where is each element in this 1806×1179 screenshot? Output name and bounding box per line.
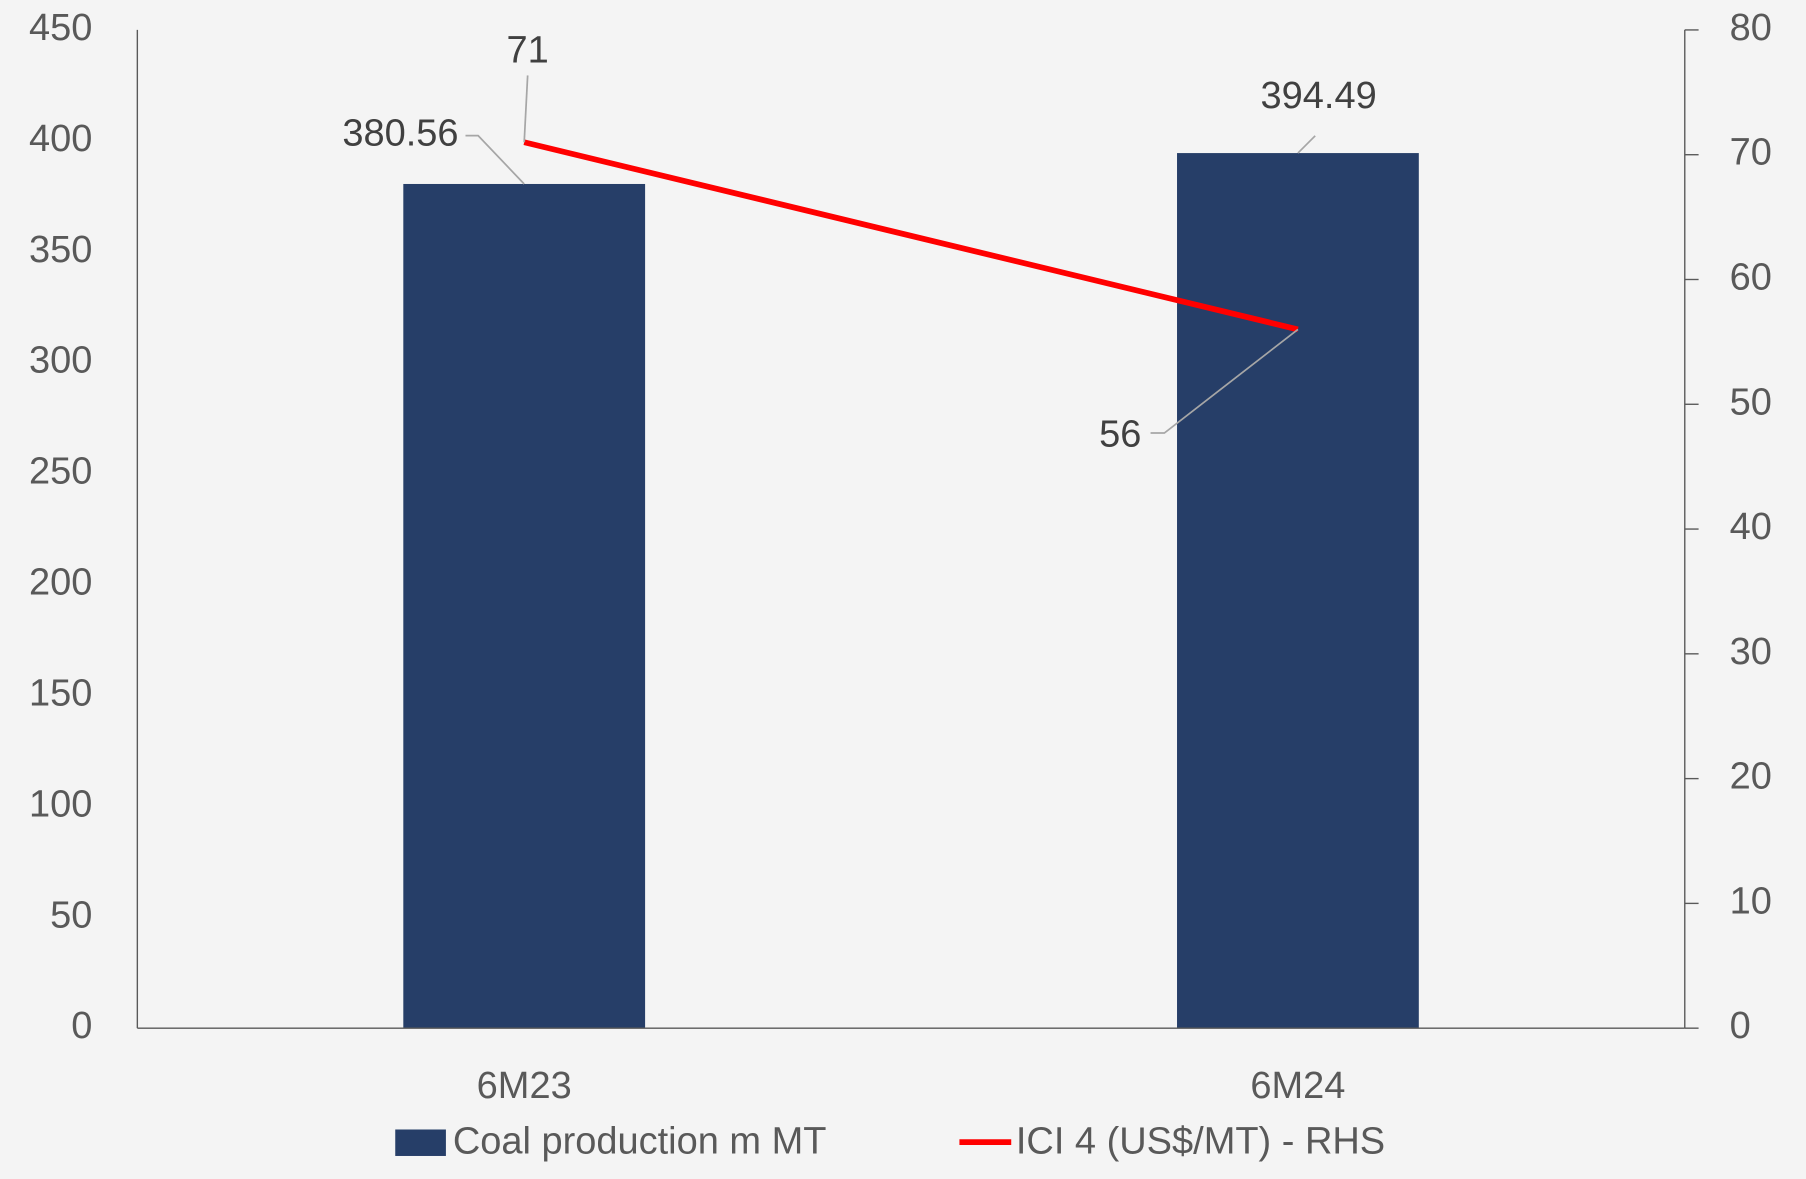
leader-line: [465, 134, 525, 185]
line-series: [523, 139, 1299, 333]
data-label: 380.56: [342, 113, 458, 155]
y2-tick-label: 70: [1730, 132, 1772, 174]
x-tick-label: 6M24: [1250, 1065, 1345, 1107]
y-tick-label: 350: [29, 229, 92, 271]
y2-tick-label: 10: [1730, 880, 1772, 922]
y-tick-label: 150: [29, 672, 92, 714]
legend-label: ICI 4 (US$/MT) - RHS: [1016, 1120, 1385, 1162]
legend-swatch: [395, 1129, 446, 1156]
leader-line: [1297, 135, 1316, 154]
y-tick-label: 300: [29, 340, 92, 382]
y2-tick-label: 60: [1730, 257, 1772, 299]
y-tick-label: 50: [50, 894, 92, 936]
leader-line: [523, 75, 529, 143]
data-label: 71: [507, 29, 549, 71]
bar: [403, 183, 646, 1029]
y2-tick-label: 30: [1730, 631, 1772, 673]
y2-tick-label: 50: [1730, 381, 1772, 423]
x-tick-label: 6M23: [477, 1065, 572, 1107]
y-tick-label: 250: [29, 451, 92, 493]
leader-line: [1150, 328, 1299, 434]
y2-tick-label: 80: [1730, 7, 1772, 49]
y2-tick-label: 40: [1730, 506, 1772, 548]
y-tick-label: 0: [71, 1005, 92, 1047]
y2-tick-label: 20: [1730, 756, 1772, 798]
y2-tick-label: 0: [1730, 1005, 1751, 1047]
legend-label: Coal production m MT: [453, 1120, 827, 1162]
data-label: 394.49: [1261, 75, 1377, 117]
y-tick-label: 100: [29, 783, 92, 825]
y-tick-label: 450: [29, 7, 92, 49]
y-tick-label: 200: [29, 562, 92, 604]
bar: [1177, 153, 1419, 1029]
data-label: 56: [1099, 414, 1141, 456]
y-tick-label: 400: [29, 118, 92, 160]
